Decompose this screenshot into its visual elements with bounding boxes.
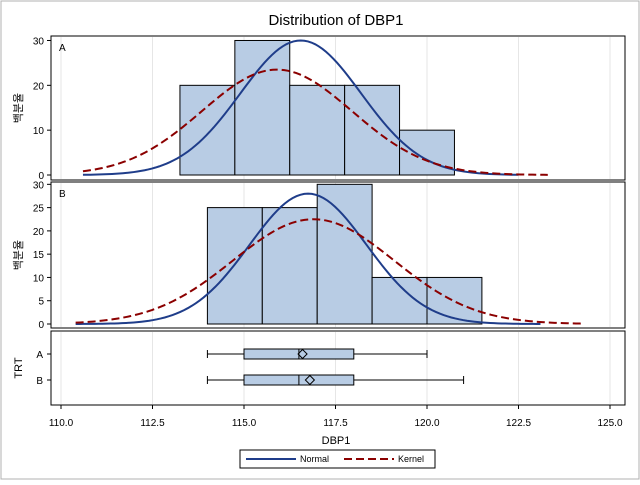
panel-label: A	[59, 43, 66, 54]
chart-title: Distribution of DBP1	[268, 12, 403, 29]
panel-frame	[50, 35, 626, 181]
y-tick-label: 0	[38, 171, 44, 182]
y-tick-label: 20	[33, 227, 45, 238]
normal-density-curve	[75, 192, 541, 325]
y-axis-label: 백분율	[12, 93, 25, 123]
curves-layer	[75, 39, 585, 325]
legend-box	[239, 449, 436, 469]
legend-label: Normal	[300, 454, 329, 464]
x-tick-label: 117.5	[323, 418, 348, 429]
y-tick-label: 20	[33, 81, 45, 92]
panel-label: B	[59, 189, 66, 200]
x-tick-label: 120.0	[414, 418, 439, 429]
histogram-bar	[261, 207, 318, 325]
kernel-density-curve	[82, 68, 548, 176]
boxplot-frame	[50, 330, 626, 406]
x-tick-label: 125.0	[597, 418, 622, 429]
panel-frame	[50, 181, 626, 329]
y-tick-label: 10	[33, 273, 45, 284]
legend: Normal Kernel	[239, 449, 436, 469]
x-tick-label: 112.5	[140, 418, 165, 429]
y-tick-label: 10	[33, 126, 45, 137]
x-tick-label: 110.0	[49, 418, 74, 429]
y-tick-label: 5	[38, 297, 44, 308]
y-tick-label: 30	[33, 180, 45, 191]
legend-label: Kernel	[398, 454, 424, 464]
histogram-bar	[316, 183, 373, 325]
histogram-bar	[179, 84, 236, 176]
y-tick-label: 30	[33, 36, 45, 47]
box-mean-marker	[297, 348, 308, 360]
x-tick-label: 122.5	[506, 418, 531, 429]
histogram-bar	[289, 84, 346, 176]
frames-layer	[50, 35, 626, 406]
group-label: A	[36, 350, 43, 361]
x-axis-label: DBP1	[322, 435, 351, 447]
y-tick-label: 0	[38, 320, 44, 331]
group-label: B	[36, 376, 43, 387]
x-tick-label: 115.0	[232, 418, 257, 429]
boxplot-y-axis-label: TRT	[13, 357, 25, 378]
box-mean-marker	[304, 374, 316, 386]
axes-layer: A 0 10 20 30 백분율 B 0 5 10 15 20 25 30 백분율 A B TRT 110.0 112…	[12, 36, 623, 429]
histogram-bar	[234, 39, 291, 176]
y-axis-label: 백분율	[12, 240, 25, 270]
histogram-bar	[426, 276, 483, 325]
kernel-density-curve	[75, 218, 585, 325]
y-tick-label: 25	[33, 204, 45, 215]
y-tick-label: 15	[33, 250, 45, 261]
